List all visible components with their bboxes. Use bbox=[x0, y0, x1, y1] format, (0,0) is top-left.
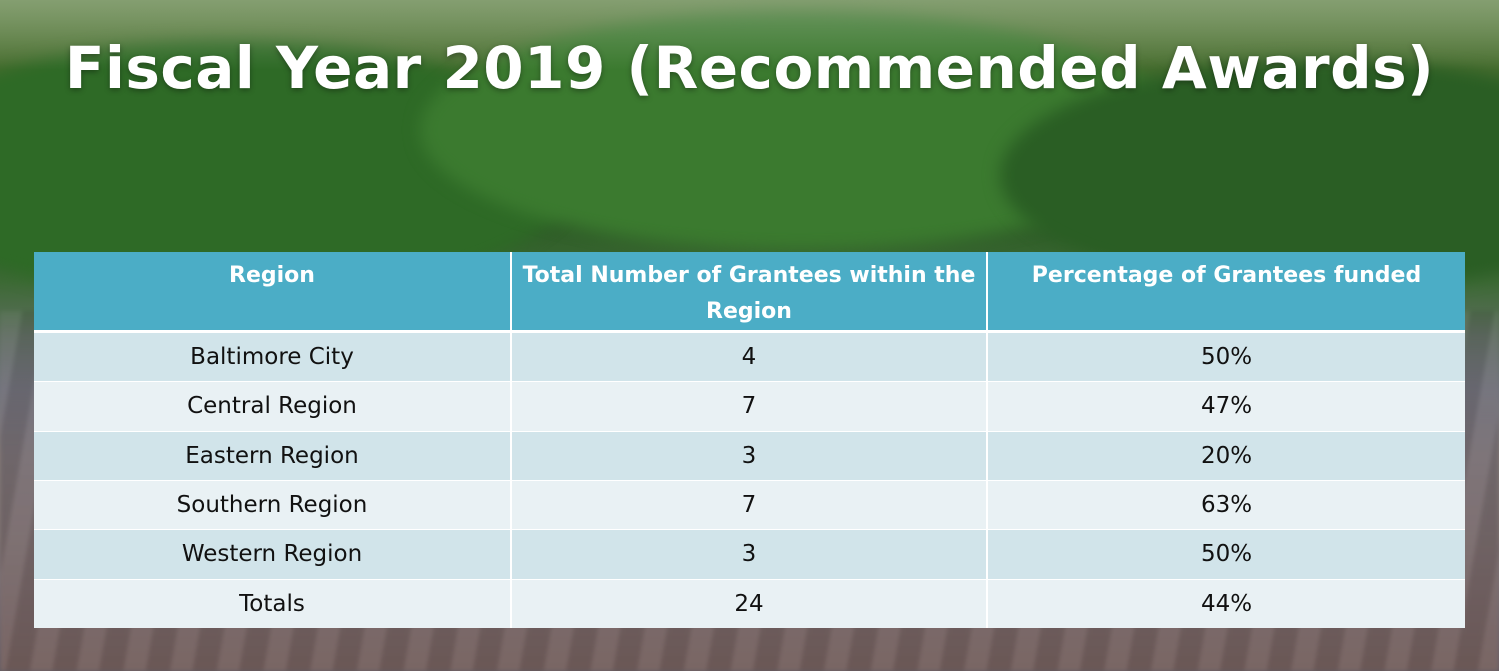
cell-percentage-funded: 20% bbox=[987, 430, 1465, 481]
cell-total-grantees: 3 bbox=[511, 430, 988, 481]
cell-percentage-funded: 50% bbox=[987, 330, 1465, 382]
cell-percentage-funded: 50% bbox=[987, 529, 1465, 580]
cell-region: Baltimore City bbox=[34, 330, 512, 382]
cell-total-grantees: 24 bbox=[511, 578, 988, 628]
table-row: Western Region 3 50% bbox=[34, 529, 1465, 580]
table-row: Baltimore City 4 50% bbox=[34, 330, 1465, 382]
table-row: Southern Region 7 63% bbox=[34, 479, 1465, 530]
header-percentage-funded: Percentage of Grantees funded bbox=[987, 252, 1465, 333]
cell-total-grantees: 7 bbox=[511, 479, 988, 530]
cell-percentage-funded: 63% bbox=[987, 479, 1465, 530]
header-total-grantees: Total Number of Grantees within the Regi… bbox=[511, 252, 988, 333]
cell-region: Western Region bbox=[34, 529, 512, 580]
table-row: Central Region 7 47% bbox=[34, 381, 1465, 432]
cell-region: Totals bbox=[34, 578, 512, 628]
cell-region: Central Region bbox=[34, 381, 512, 432]
awards-table: Region Total Number of Grantees within t… bbox=[34, 252, 1465, 628]
cell-total-grantees: 3 bbox=[511, 529, 988, 580]
table-totals-row: Totals 24 44% bbox=[34, 578, 1465, 628]
cell-total-grantees: 7 bbox=[511, 381, 988, 432]
awards-table-container: Region Total Number of Grantees within t… bbox=[34, 252, 1465, 628]
cell-region: Eastern Region bbox=[34, 430, 512, 481]
header-region: Region bbox=[34, 252, 512, 333]
cell-percentage-funded: 44% bbox=[987, 578, 1465, 628]
table-header-row: Region Total Number of Grantees within t… bbox=[34, 252, 1465, 333]
table-row: Eastern Region 3 20% bbox=[34, 430, 1465, 481]
cell-region: Southern Region bbox=[34, 479, 512, 530]
cell-total-grantees: 4 bbox=[511, 330, 988, 382]
cell-percentage-funded: 47% bbox=[987, 381, 1465, 432]
slide-title: Fiscal Year 2019 (Recommended Awards) bbox=[64, 34, 1435, 102]
